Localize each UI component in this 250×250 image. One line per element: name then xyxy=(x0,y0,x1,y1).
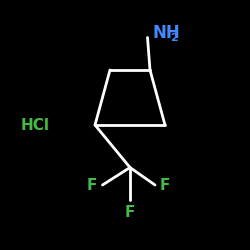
Text: F: F xyxy=(87,178,98,192)
Text: F: F xyxy=(160,178,170,192)
Text: F: F xyxy=(125,205,135,220)
Text: 2: 2 xyxy=(170,33,178,43)
Text: NH: NH xyxy=(152,24,180,42)
Text: HCl: HCl xyxy=(20,118,50,132)
